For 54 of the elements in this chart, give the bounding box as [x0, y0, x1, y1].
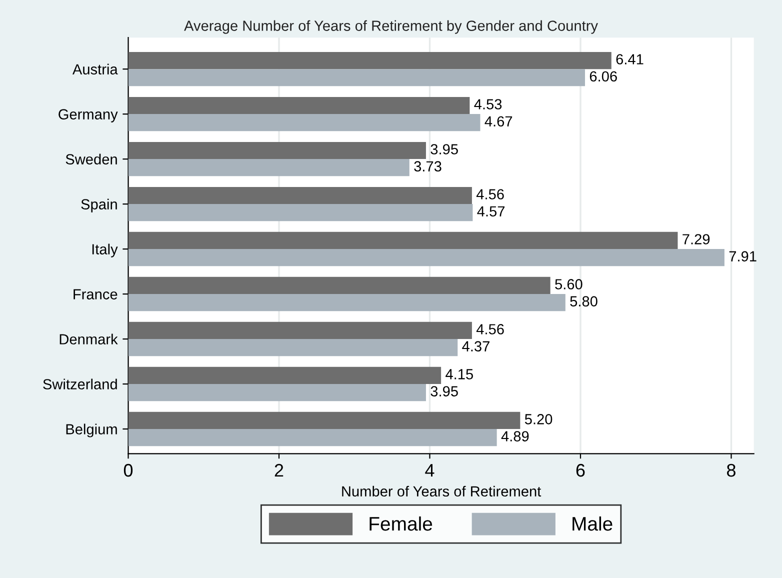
data-label: 5.20 — [524, 414, 552, 424]
y-tick-label: Austria — [72, 64, 118, 74]
x-tick-label: 4 — [425, 464, 434, 477]
data-label: 7.29 — [682, 234, 710, 244]
data-label: 4.89 — [501, 431, 529, 442]
data-label: 3.95 — [430, 386, 458, 396]
y-tick-label: Germany — [58, 109, 118, 122]
data-label: 7.91 — [729, 251, 756, 262]
y-tick-label: Switzerland — [43, 378, 117, 390]
bar — [128, 384, 426, 402]
bar — [128, 204, 473, 222]
data-label: 4.53 — [474, 99, 502, 110]
bar — [128, 428, 497, 446]
data-label: 6.06 — [590, 71, 617, 82]
data-label: 3.73 — [414, 161, 442, 172]
bar — [128, 142, 426, 160]
data-label: 4.56 — [476, 189, 504, 200]
data-label: 3.95 — [430, 144, 458, 154]
bar — [128, 232, 678, 250]
y-tick-label: Italy — [92, 244, 118, 258]
data-label: 5.80 — [570, 296, 598, 306]
chart-title: Average Number of Years of Retirement by Gender and Country — [184, 20, 598, 34]
y-tick-label: Belgium — [66, 424, 117, 438]
data-label: 5.60 — [555, 279, 582, 290]
x-tick-label: 6 — [576, 464, 585, 477]
bar — [128, 249, 724, 266]
bar — [128, 69, 586, 86]
bar — [128, 159, 410, 176]
y-tick-label: Spain — [81, 198, 117, 212]
x-tick-label: 2 — [274, 464, 284, 477]
bar — [128, 276, 550, 294]
y-tick-label: France — [74, 289, 118, 300]
data-label: 4.67 — [484, 116, 512, 127]
data-label: 6.41 — [616, 54, 644, 64]
x-axis-title: Number of Years of Retirement — [342, 486, 542, 497]
x-tick-label: 0 — [124, 464, 133, 477]
bar — [128, 186, 472, 204]
bar — [128, 114, 480, 132]
legend-label: Female — [370, 516, 432, 531]
bar — [128, 412, 520, 429]
bar — [128, 339, 458, 356]
bar — [128, 294, 566, 312]
y-tick-label: Sweden — [66, 154, 117, 164]
bar — [128, 366, 442, 384]
data-label: 4.15 — [446, 369, 473, 380]
legend-label: Male — [572, 516, 612, 531]
data-label: 4.37 — [462, 341, 490, 352]
bar — [128, 322, 472, 340]
x-tick-label: 8 — [727, 464, 736, 477]
data-label: 4.57 — [477, 206, 505, 216]
y-tick-label: Denmark — [60, 334, 118, 344]
bar — [128, 52, 612, 70]
data-label: 4.56 — [476, 324, 504, 334]
bar — [128, 96, 470, 114]
